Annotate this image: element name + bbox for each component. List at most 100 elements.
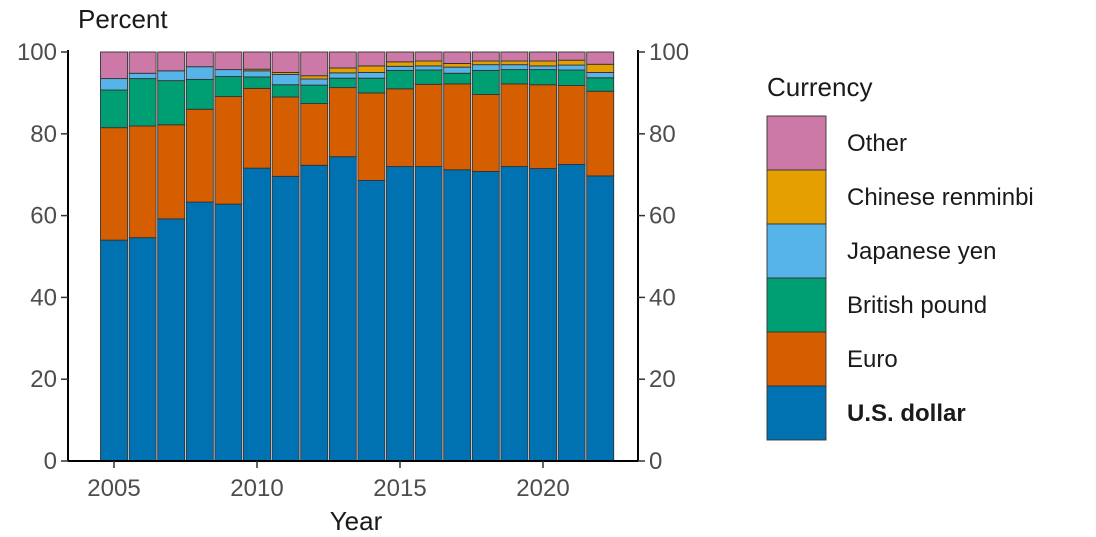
bar-segment-2022-chinese-renminbi — [586, 63, 615, 73]
bar-segment-2009-euro — [214, 96, 243, 205]
bar-segment-2018-japanese-yen — [471, 64, 500, 71]
y-tick-label-right-60: 60 — [649, 203, 676, 230]
bar-segment-2008-euro — [185, 108, 214, 203]
bar-segment-2011-euro — [271, 96, 300, 177]
bar-segment-2007-u-s-dollar — [157, 218, 186, 462]
bar-segment-2022-british-pound — [586, 77, 615, 92]
bar-segment-2019-u-s-dollar — [500, 166, 529, 462]
bar-segment-2007-japanese-yen — [157, 70, 186, 82]
bar-segment-2015-euro — [386, 88, 414, 167]
y-tick-label-left-60: 60 — [30, 203, 57, 230]
legend-key-japanese-yen — [766, 223, 827, 279]
bar-segment-2020-u-s-dollar — [529, 168, 557, 462]
bar-segment-2018-u-s-dollar — [471, 170, 500, 462]
bar-segment-2021-british-pound — [557, 69, 586, 86]
legend-title: Currency — [767, 72, 872, 102]
bar-segment-2007-euro — [157, 124, 186, 220]
bar-segment-2011-british-pound — [271, 84, 300, 98]
bar-segment-2020-japanese-yen — [529, 65, 557, 71]
bar-segment-2021-japanese-yen — [557, 64, 586, 71]
bar-segment-2014-japanese-yen — [357, 71, 386, 79]
bar-segment-2020-euro — [529, 84, 557, 170]
y-tick-label-left-80: 80 — [30, 121, 57, 148]
bar-segment-2017-u-s-dollar — [443, 169, 472, 462]
y-tick-label-left-20: 20 — [30, 366, 57, 393]
legend-key-other — [766, 115, 827, 171]
bar-segment-2011-japanese-yen — [271, 74, 300, 86]
bar-segment-2017-japanese-yen — [443, 66, 472, 74]
bar-segment-2017-british-pound — [443, 72, 472, 85]
x-tick-label-2010: 2010 — [230, 475, 283, 502]
bar-segment-2017-chinese-renminbi — [443, 63, 472, 68]
y-tick-label-right-40: 40 — [649, 284, 676, 311]
bar-segment-2008-british-pound — [185, 78, 214, 110]
bars-group — [100, 51, 615, 462]
bar-segment-2010-other — [243, 51, 271, 70]
legend-label-chinese-renminbi: Chinese renminbi — [847, 184, 1034, 211]
bar-segment-2010-japanese-yen — [243, 70, 271, 78]
y-tick-label-right-20: 20 — [649, 366, 676, 393]
bar-segment-2016-other — [414, 51, 443, 62]
bar-segment-2014-euro — [357, 92, 386, 181]
bar-segment-2021-chinese-renminbi — [557, 59, 586, 66]
bar-segment-2013-british-pound — [328, 77, 357, 89]
y-tick-label-right-0: 0 — [649, 448, 662, 475]
bar-segment-2007-other — [157, 51, 186, 72]
x-axis-title: Year — [330, 506, 383, 536]
legend-label-other: Other — [847, 130, 907, 157]
bar-segment-2014-chinese-renminbi — [357, 65, 386, 73]
y-tick-label-left-40: 40 — [30, 284, 57, 311]
bar-segment-2022-euro — [586, 90, 615, 177]
bar-segment-2014-british-pound — [357, 77, 386, 94]
bar-segment-2013-chinese-renminbi — [328, 67, 357, 74]
bar-segment-2006-other — [128, 51, 157, 74]
y-tick-label-left-100: 100 — [17, 39, 57, 66]
legend-label-euro: Euro — [847, 346, 898, 373]
bar-segment-2013-u-s-dollar — [328, 156, 357, 462]
bar-segment-2016-u-s-dollar — [414, 166, 443, 462]
bar-segment-2019-japanese-yen — [500, 64, 529, 71]
bar-segment-2008-other — [185, 51, 214, 68]
x-tick-label-2020: 2020 — [516, 475, 569, 502]
bar-segment-2018-british-pound — [471, 69, 500, 95]
bar-segment-2022-u-s-dollar — [586, 175, 615, 462]
bar-segment-2005-other — [100, 51, 128, 80]
bar-segment-2012-other — [300, 51, 329, 77]
bar-segment-2019-other — [500, 51, 529, 62]
bar-segment-2012-euro — [300, 103, 329, 166]
bar-segment-2016-japanese-yen — [414, 65, 443, 71]
legend-label-japanese-yen: Japanese yen — [847, 238, 996, 265]
legend-key-british-pound — [766, 277, 827, 333]
bar-segment-2006-u-s-dollar — [128, 237, 157, 462]
bar-segment-2008-u-s-dollar — [185, 201, 214, 462]
legend: Other Chinese renminbi Japanese yen British… — [766, 115, 1034, 441]
bar-segment-2011-other — [271, 51, 300, 73]
bar-segment-2019-euro — [500, 83, 529, 167]
bar-segment-2018-other — [471, 51, 500, 62]
bar-segment-2020-other — [529, 51, 557, 62]
bar-segment-2016-chinese-renminbi — [414, 60, 443, 67]
bar-segment-2018-chinese-renminbi — [471, 60, 500, 66]
bar-segment-2009-u-s-dollar — [214, 203, 243, 462]
bar-segment-2012-u-s-dollar — [300, 164, 329, 462]
y-axis-title: Percent — [78, 4, 168, 34]
bar-segment-2020-chinese-renminbi — [529, 60, 557, 67]
x-tick-label-2015: 2015 — [373, 475, 426, 502]
bar-segment-2016-euro — [414, 83, 443, 167]
bar-segment-2005-japanese-yen — [100, 78, 128, 91]
legend-key-chinese-renminbi — [766, 169, 827, 225]
bar-segment-2013-euro — [328, 87, 357, 158]
y-tick-label-right-80: 80 — [649, 121, 676, 148]
bar-segment-2007-british-pound — [157, 80, 186, 126]
bar-segment-2017-other — [443, 51, 472, 64]
bar-segment-2022-japanese-yen — [586, 71, 615, 79]
bar-segment-2015-u-s-dollar — [386, 166, 414, 462]
bar-segment-2014-u-s-dollar — [357, 179, 386, 462]
bar-segment-2021-u-s-dollar — [557, 164, 586, 462]
legend-label-british-pound: British pound — [847, 292, 987, 319]
bar-segment-2015-british-pound — [386, 69, 414, 90]
legend-key-u-s-dollar — [766, 385, 827, 441]
bar-segment-2016-british-pound — [414, 69, 443, 85]
